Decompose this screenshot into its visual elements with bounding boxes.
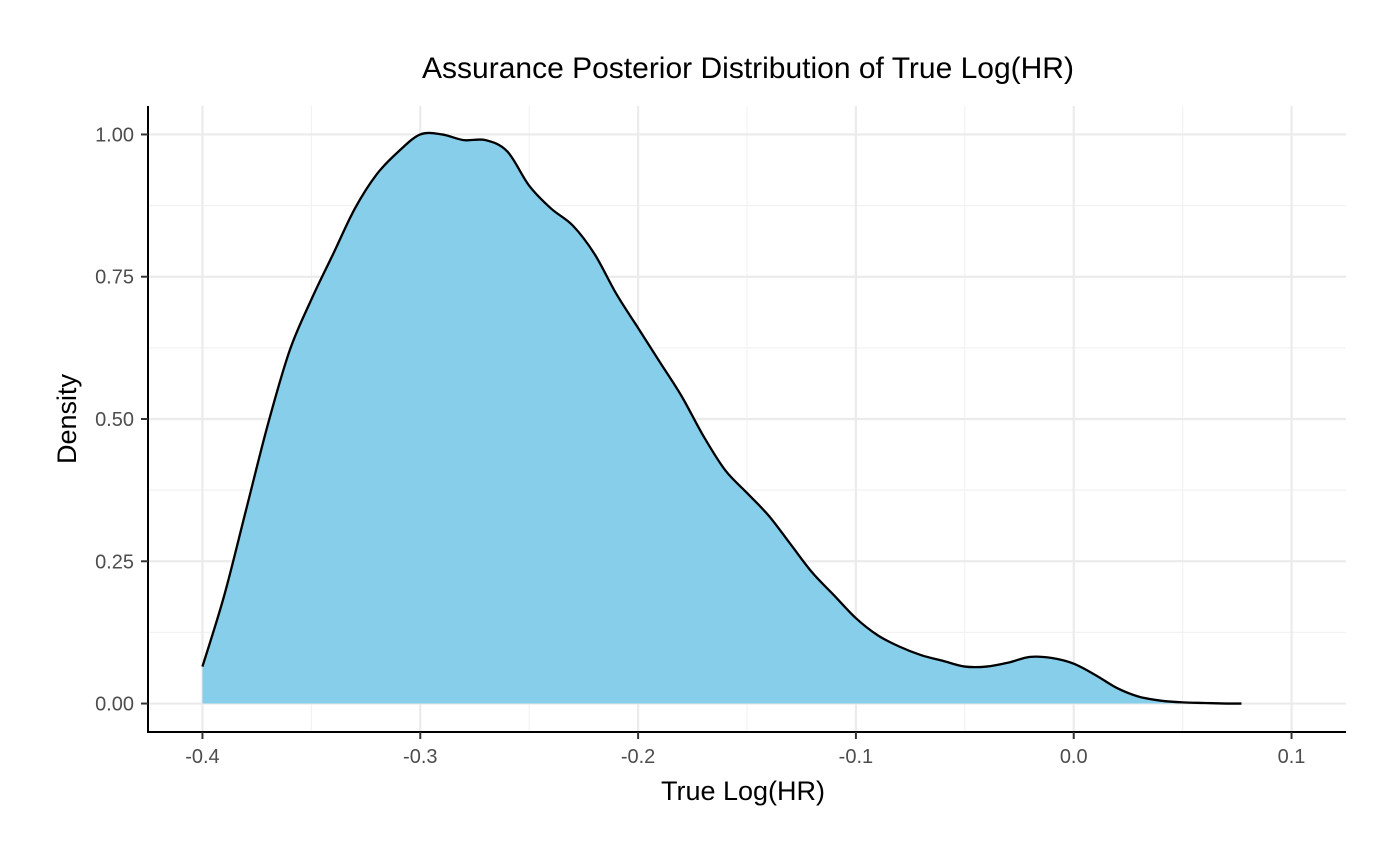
y-axis-title: Density	[52, 373, 82, 464]
chart-title: Assurance Posterior Distribution of True…	[422, 52, 1074, 85]
y-tick-label: 1.00	[95, 124, 134, 146]
y-axis-ticks: 0.00 0.25 0.50 0.75 1.00	[95, 124, 148, 716]
y-tick-label: 0.25	[95, 551, 134, 573]
x-tick-label: -0.4	[185, 746, 219, 768]
y-tick-label: 0.75	[95, 267, 134, 289]
x-tick-label: -0.2	[621, 746, 655, 768]
density-curve	[201, 131, 1242, 705]
x-tick-label: -0.3	[403, 746, 437, 768]
x-axis-title: True Log(HR)	[661, 776, 825, 806]
density-area	[201, 131, 1242, 705]
y-tick-label: 0.50	[95, 409, 134, 431]
x-axis-ticks: -0.4 -0.3 -0.2 -0.1 0.0 0.1	[185, 732, 1305, 768]
x-tick-label: 0.1	[1278, 746, 1306, 768]
density-fill	[202, 132, 1242, 704]
x-tick-label: -0.1	[839, 746, 873, 768]
y-tick-label: 0.00	[95, 694, 134, 716]
x-tick-label: 0.0	[1060, 746, 1088, 768]
